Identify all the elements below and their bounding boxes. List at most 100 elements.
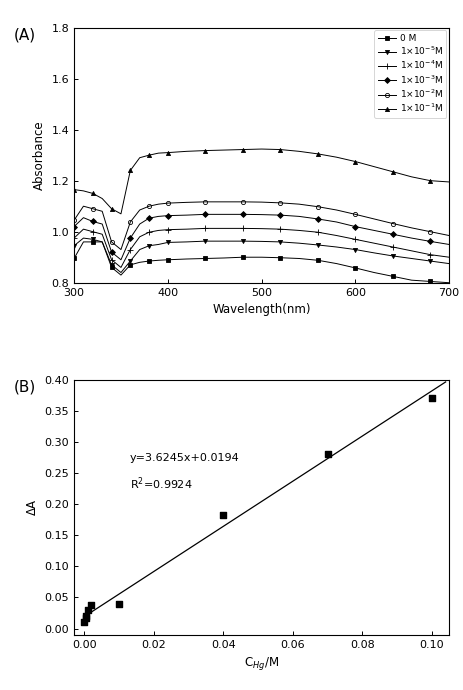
0 M <box>315 256 320 264</box>
1×10$^{-1}$M <box>334 153 339 161</box>
1×10$^{-3}$M <box>278 211 283 219</box>
Point <box>116 598 123 609</box>
Point <box>81 617 88 628</box>
1×10$^{-2}$M <box>259 198 264 206</box>
1×10$^{-3}$M <box>127 234 133 242</box>
1×10$^{-1}$M <box>146 151 152 159</box>
1×10$^{-5}$M <box>109 261 114 269</box>
1×10$^{-5}$M <box>146 241 152 250</box>
1×10$^{-3}$M <box>353 222 358 230</box>
1×10$^{-1}$M <box>156 149 161 157</box>
1×10$^{-4}$M <box>109 255 114 264</box>
1×10$^{-2}$M <box>409 224 414 232</box>
1×10$^{-2}$M <box>118 246 124 254</box>
0 M <box>221 254 227 262</box>
0 M <box>109 264 114 272</box>
0 M <box>165 255 170 264</box>
1×10$^{-4}$M <box>371 239 377 247</box>
1×10$^{-3}$M <box>118 255 124 264</box>
0 M <box>81 238 86 246</box>
1×10$^{-1}$M <box>353 157 358 166</box>
0 M <box>278 254 283 262</box>
1×10$^{-4}$M <box>409 247 414 255</box>
Text: R$^2$=0.9924: R$^2$=0.9924 <box>130 475 192 492</box>
1×10$^{-2}$M <box>371 215 377 223</box>
Point <box>82 611 89 622</box>
1×10$^{-1}$M <box>315 150 320 158</box>
1×10$^{-4}$M <box>81 225 86 233</box>
1×10$^{-3}$M <box>100 220 105 228</box>
0 M <box>90 238 95 246</box>
X-axis label: C$_{Hg}$/M: C$_{Hg}$/M <box>244 656 279 672</box>
1×10$^{-5}$M <box>100 238 105 246</box>
1×10$^{-4}$M <box>71 234 77 242</box>
1×10$^{-5}$M <box>315 241 320 249</box>
0 M <box>371 268 377 277</box>
1×10$^{-1}$M <box>259 145 264 153</box>
1×10$^{-2}$M <box>127 218 133 226</box>
1×10$^{-4}$M <box>165 226 170 234</box>
1×10$^{-5}$M <box>409 255 414 263</box>
1×10$^{-3}$M <box>90 217 95 226</box>
1×10$^{-2}$M <box>90 205 95 213</box>
1×10$^{-2}$M <box>296 200 302 208</box>
1×10$^{-3}$M <box>81 213 86 221</box>
0 M <box>100 238 105 246</box>
1×10$^{-4}$M <box>221 224 227 233</box>
1×10$^{-2}$M <box>202 198 208 206</box>
Text: (B): (B) <box>14 380 36 395</box>
0 M <box>409 276 414 284</box>
1×10$^{-4}$M <box>118 264 124 272</box>
1×10$^{-4}$M <box>428 250 433 259</box>
1×10$^{-1}$M <box>390 168 395 176</box>
1×10$^{-2}$M <box>146 202 152 210</box>
1×10$^{-4}$M <box>156 226 161 235</box>
1×10$^{-2}$M <box>315 203 320 211</box>
0 M <box>127 261 133 269</box>
1×10$^{-2}$M <box>81 202 86 210</box>
Point <box>84 604 92 615</box>
Text: (A): (A) <box>14 28 36 43</box>
1×10$^{-2}$M <box>278 199 283 207</box>
0 M <box>156 256 161 264</box>
1×10$^{-2}$M <box>240 198 245 206</box>
1×10$^{-1}$M <box>221 146 227 154</box>
1×10$^{-5}$M <box>390 252 395 260</box>
1×10$^{-3}$M <box>240 210 245 219</box>
1×10$^{-3}$M <box>446 240 452 248</box>
0 M <box>184 255 189 263</box>
1×10$^{-5}$M <box>296 239 302 247</box>
1×10$^{-4}$M <box>296 226 302 235</box>
1×10$^{-1}$M <box>371 163 377 171</box>
1×10$^{-1}$M <box>127 166 133 175</box>
1×10$^{-2}$M <box>446 231 452 239</box>
1×10$^{-4}$M <box>100 230 105 238</box>
0 M <box>296 255 302 263</box>
1×10$^{-5}$M <box>221 237 227 245</box>
Text: y=3.6245x+0.0194: y=3.6245x+0.0194 <box>130 453 239 462</box>
1×10$^{-2}$M <box>184 198 189 206</box>
0 M <box>240 253 245 262</box>
Y-axis label: ΔA: ΔA <box>26 500 39 515</box>
Point <box>88 600 95 611</box>
1×10$^{-5}$M <box>446 259 452 268</box>
1×10$^{-3}$M <box>371 226 377 235</box>
1×10$^{-5}$M <box>71 241 77 250</box>
1×10$^{-1}$M <box>446 178 452 186</box>
1×10$^{-4}$M <box>334 231 339 239</box>
Y-axis label: Absorbance: Absorbance <box>33 120 46 190</box>
1×10$^{-3}$M <box>259 210 264 219</box>
1×10$^{-2}$M <box>71 216 77 224</box>
1×10$^{-1}$M <box>81 187 86 195</box>
1×10$^{-2}$M <box>334 206 339 214</box>
1×10$^{-1}$M <box>240 146 245 154</box>
0 M <box>137 258 143 266</box>
1×10$^{-4}$M <box>315 228 320 237</box>
1×10$^{-5}$M <box>156 240 161 248</box>
1×10$^{-3}$M <box>390 230 395 238</box>
1×10$^{-5}$M <box>202 237 208 245</box>
Point <box>220 509 227 520</box>
1×10$^{-2}$M <box>390 219 395 228</box>
1×10$^{-3}$M <box>409 234 414 242</box>
1×10$^{-2}$M <box>100 207 105 215</box>
